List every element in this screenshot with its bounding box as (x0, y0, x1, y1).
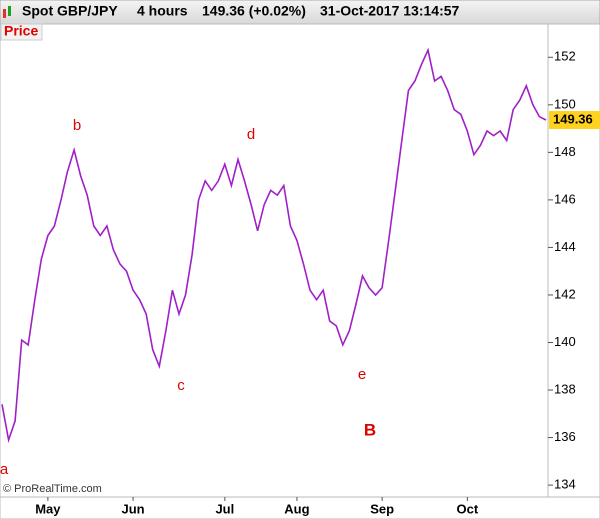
y-tick-label: 136 (554, 429, 576, 444)
x-tick-label: Sep (370, 501, 394, 516)
y-tick-label: 148 (554, 144, 576, 159)
x-tick-label: Jul (215, 501, 234, 516)
x-tick-label: Oct (457, 501, 479, 516)
y-tick-label: 146 (554, 191, 576, 206)
y-tick-label: 142 (554, 286, 576, 301)
y-axis-area (547, 23, 600, 498)
last-price-label: 149.36 (553, 111, 593, 126)
wave-label: e (358, 366, 366, 383)
wave-label: b (73, 117, 81, 134)
x-tick-label: May (35, 501, 61, 516)
y-tick-label: 152 (554, 49, 576, 64)
wave-label: B (364, 420, 376, 439)
y-tick-label: 140 (554, 334, 576, 349)
panel-label: Price (4, 23, 38, 39)
price-line (1, 47, 547, 444)
x-tick-label: Jun (122, 501, 145, 516)
timeframe: 4 hours (137, 3, 188, 19)
price-change: 149.36 (+0.02%) (202, 3, 306, 19)
y-tick-label: 134 (554, 477, 576, 492)
last-price-tag (549, 111, 600, 130)
timestamp: 31-Oct-2017 13:14:57 (320, 3, 460, 19)
plot-area (0, 23, 549, 498)
wave-label: c (177, 377, 185, 394)
chart-title: Spot GBP/JPY (22, 3, 118, 19)
y-tick-label: 150 (554, 96, 576, 111)
x-tick-label: Aug (284, 501, 309, 516)
x-axis-area (0, 496, 600, 519)
wave-label: a (0, 461, 9, 478)
y-tick-label: 138 (554, 381, 576, 396)
panel-label-box (0, 23, 43, 41)
header-icon (3, 6, 11, 18)
y-tick-label: 144 (554, 239, 576, 254)
wave-label: d (247, 126, 255, 143)
copyright: © ProRealTime.com (3, 483, 102, 495)
